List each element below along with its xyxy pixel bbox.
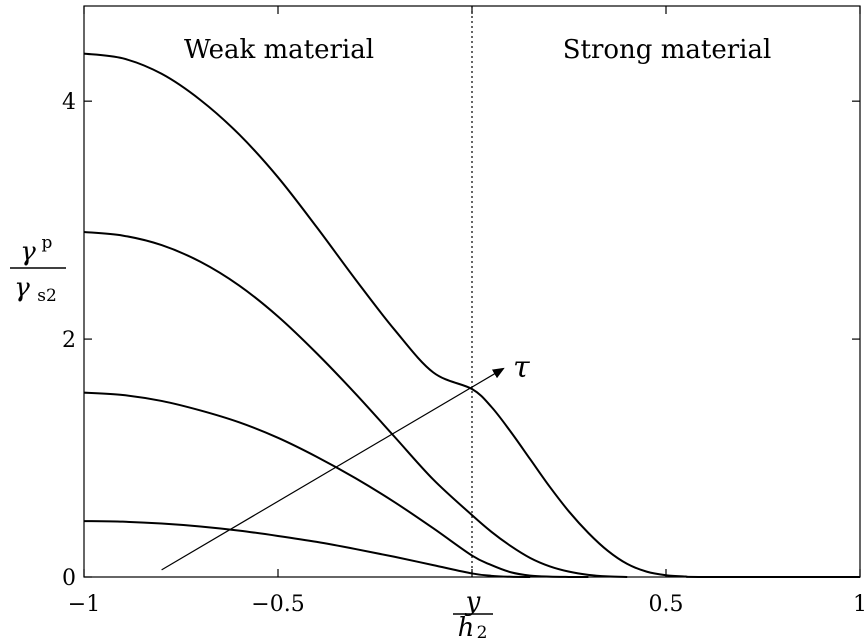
x-tick-label: −1 <box>68 592 100 617</box>
x-axis-label-denominator: h <box>458 613 475 638</box>
y-axis-label-numerator-sup: p <box>42 233 53 253</box>
y-tick-label: 2 <box>62 328 76 353</box>
x-tick-label: −0.5 <box>251 592 304 617</box>
series-line-4 <box>83 52 861 579</box>
tau-arrow <box>161 367 505 571</box>
y-tick-label: 0 <box>62 566 76 591</box>
series-curves <box>83 52 861 579</box>
y-tick-label: 4 <box>62 90 76 115</box>
tau-label: τ <box>513 350 530 385</box>
x-tick-label: 0.5 <box>649 592 684 617</box>
x-axis-label-denominator-sub: 2 <box>477 623 488 638</box>
y-axis-label-numerator: γ <box>20 237 36 267</box>
y-axis-label: γ p γ s2 <box>10 233 66 306</box>
region-label-strong: Strong material <box>563 35 772 65</box>
y-axis-label-denominator-sub: s2 <box>37 286 57 306</box>
series-line-2 <box>83 391 589 578</box>
series-line-3 <box>83 231 628 578</box>
x-tick-label: 1 <box>853 592 864 617</box>
region-label-weak: Weak material <box>184 35 374 65</box>
x-axis-label: y h 2 <box>453 587 493 638</box>
series-line-1 <box>83 520 531 578</box>
x-axis-label-numerator: y <box>465 587 481 617</box>
y-axis-label-denominator: γ <box>14 273 30 303</box>
